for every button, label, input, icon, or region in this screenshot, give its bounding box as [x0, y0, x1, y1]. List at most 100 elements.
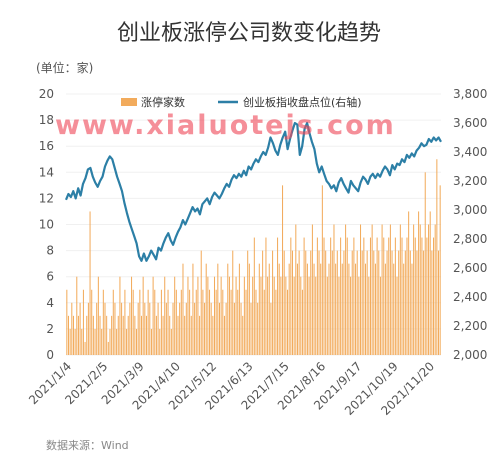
right-tick-label: 2,000 — [453, 348, 487, 362]
bar — [431, 250, 433, 355]
bar — [295, 224, 297, 355]
bar — [109, 328, 111, 355]
bar — [132, 289, 134, 355]
bar — [316, 237, 318, 355]
bar — [343, 250, 345, 355]
bar — [393, 263, 395, 355]
left-tick-label: 8 — [46, 244, 54, 258]
bar — [300, 276, 302, 355]
bar — [379, 276, 381, 355]
index-line — [64, 121, 442, 262]
bar — [180, 289, 182, 355]
right-tick-label: 3,200 — [453, 174, 487, 188]
bar — [406, 237, 408, 355]
left-axis-ticks: 0 2 4 6 8 10 12 14 16 18 20 — [39, 87, 54, 362]
bar — [227, 263, 229, 355]
bar — [127, 315, 129, 355]
bar — [301, 289, 303, 355]
bar — [436, 159, 438, 355]
bar — [87, 302, 89, 355]
bar — [272, 250, 274, 355]
bar — [190, 315, 192, 355]
left-tick-label: 12 — [39, 191, 54, 205]
bar — [293, 276, 295, 355]
bar — [225, 302, 227, 355]
bar — [374, 263, 376, 355]
bar — [204, 302, 206, 355]
bar — [162, 315, 164, 355]
bar — [428, 224, 430, 355]
legend: 涨停家数 创业板指收盘点位(右轴) — [121, 95, 362, 109]
bar — [364, 263, 367, 355]
bar — [157, 302, 159, 355]
bar — [155, 315, 157, 355]
bar — [394, 237, 396, 355]
bar — [315, 276, 317, 355]
bar — [356, 250, 358, 355]
bar — [223, 315, 225, 355]
bar — [288, 263, 290, 355]
bar — [222, 289, 224, 355]
bar — [172, 302, 174, 355]
bar — [255, 289, 257, 355]
bar — [408, 211, 410, 355]
chart-title: 创业板涨停公司数变化趋势 — [117, 21, 381, 46]
bar — [212, 315, 214, 355]
bar — [220, 276, 222, 355]
bar — [199, 315, 201, 355]
bar — [174, 276, 176, 355]
right-tick-label: 2,200 — [453, 319, 487, 333]
bar — [303, 237, 305, 355]
bar — [114, 302, 116, 355]
bar — [210, 302, 212, 355]
bar — [414, 237, 416, 355]
legend-bar-label: 涨停家数 — [141, 95, 185, 109]
bar — [245, 289, 247, 355]
bar — [218, 302, 220, 355]
bar — [182, 263, 184, 355]
bar — [280, 276, 282, 355]
bar — [192, 263, 194, 355]
right-tick-label: 3,000 — [453, 203, 487, 217]
bar — [233, 302, 235, 355]
bar — [77, 315, 79, 355]
bar — [326, 276, 328, 355]
bar — [351, 250, 353, 355]
bar — [308, 276, 310, 355]
bar — [306, 263, 308, 355]
bar — [310, 250, 312, 355]
bar — [247, 250, 249, 355]
bar — [384, 263, 386, 355]
bar — [433, 237, 435, 355]
bar — [179, 302, 181, 355]
bar — [328, 263, 330, 355]
bar — [250, 302, 252, 355]
source-note: 数据来源：Wind — [46, 438, 129, 452]
bar — [165, 302, 167, 355]
bar — [285, 276, 287, 355]
bar — [318, 250, 320, 355]
bar — [99, 315, 101, 355]
bar — [413, 224, 415, 355]
bar — [89, 211, 91, 355]
bar — [345, 224, 347, 355]
bar — [389, 224, 391, 355]
bar — [386, 250, 388, 355]
bar — [207, 276, 209, 355]
bar — [373, 250, 375, 355]
bar — [257, 302, 259, 355]
bar — [197, 276, 199, 355]
bar — [134, 315, 136, 355]
right-tick-label: 2,600 — [453, 261, 487, 275]
right-tick-label: 3,400 — [453, 145, 487, 159]
bar — [323, 237, 325, 355]
right-tick-label: 2,800 — [453, 232, 487, 246]
bar — [205, 263, 207, 355]
bar — [348, 263, 350, 355]
legend-line-label: 创业板指收盘点位(右轴) — [243, 95, 362, 109]
bar — [248, 263, 250, 355]
bar — [124, 289, 126, 355]
bar — [240, 302, 242, 355]
bar — [355, 263, 357, 355]
